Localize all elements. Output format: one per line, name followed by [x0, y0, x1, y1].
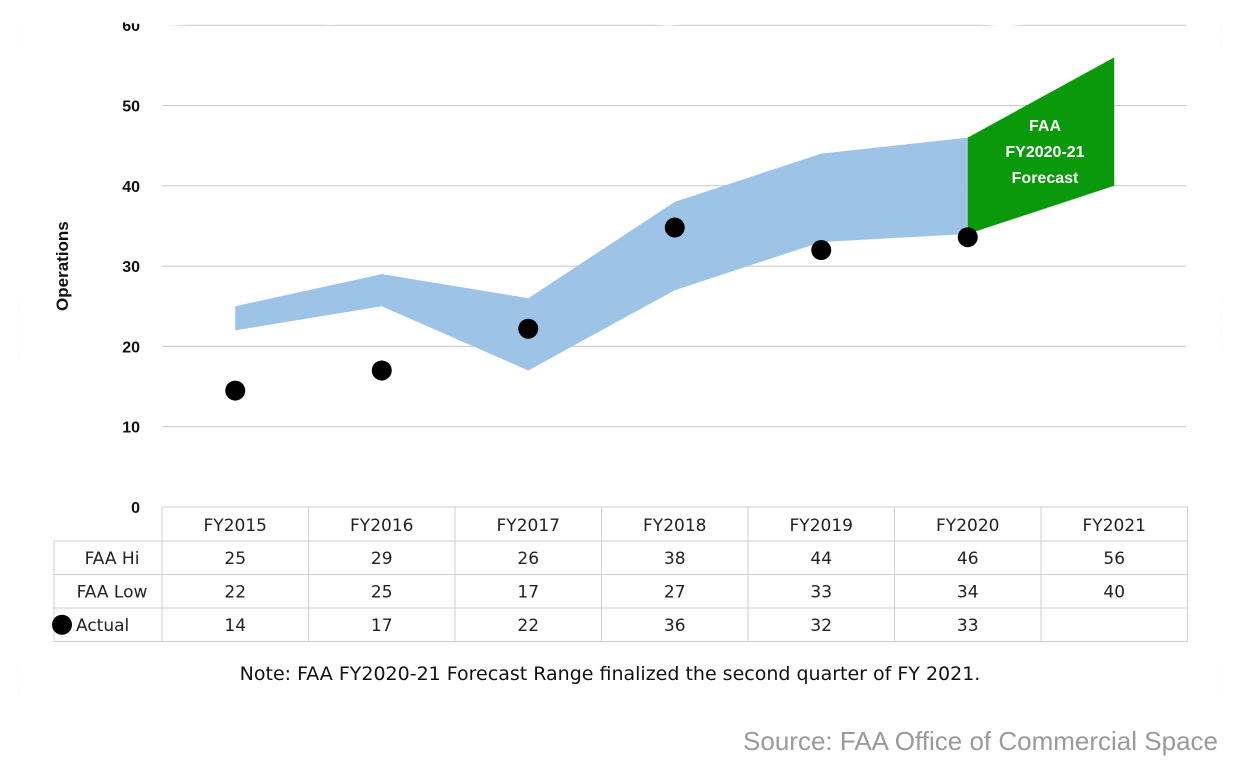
- table-cell: 25: [224, 549, 246, 569]
- table-cell: 40: [1103, 582, 1125, 602]
- actual-point: [811, 240, 832, 261]
- actual-point: [664, 217, 685, 238]
- table-cell: 17: [371, 616, 393, 636]
- actual-point: [225, 380, 246, 401]
- table-cell: 17: [517, 582, 539, 602]
- table-header-cell: FY2020: [936, 516, 999, 536]
- actual-legend-marker: [52, 614, 72, 635]
- table-cell: 34: [957, 582, 979, 602]
- actual-point: [371, 360, 392, 381]
- chart-svg: 0 10 20 30 40 50 60 Operations FAA FY2020-21 Forec…: [52, 18, 1188, 685]
- y-tick-label: 60: [122, 18, 140, 35]
- table-header-cell: FY2017: [497, 516, 560, 536]
- table-cell: 22: [517, 616, 539, 636]
- actual-point: [518, 318, 539, 339]
- y-tick-label: 0: [131, 500, 140, 517]
- table-cell: 22: [224, 582, 246, 602]
- table-cell: 29: [371, 549, 393, 569]
- table-row-label: Actual: [76, 616, 129, 636]
- table-row-label: FAA Low: [77, 582, 148, 602]
- table-cell: 44: [810, 549, 832, 569]
- chart-note: Note: FAA FY2020-21 Forecast Range final…: [240, 663, 981, 685]
- table-header-cell: FY2018: [643, 516, 706, 536]
- table-cell: 26: [517, 549, 539, 569]
- y-tick-label: 40: [122, 179, 140, 196]
- faa-range-band: [235, 137, 968, 371]
- table-header-cell: FY2016: [350, 516, 413, 536]
- table-cell: 46: [957, 549, 979, 569]
- table-cell: 33: [957, 616, 979, 636]
- table-cell: 33: [810, 582, 832, 602]
- table-cell: 14: [224, 616, 246, 636]
- table-header-cell: FY2021: [1083, 516, 1146, 536]
- y-tick-label: 10: [122, 420, 140, 437]
- y-tick-label: 20: [122, 339, 140, 356]
- forecast-band: [967, 57, 1115, 234]
- chart-paper: 0 10 20 30 40 50 60 Operations FAA FY2020-21 Forec…: [18, 18, 1222, 704]
- forecast-label: Forecast: [1012, 170, 1079, 187]
- table-cell: 32: [810, 616, 832, 636]
- table-cell: 36: [664, 616, 686, 636]
- table-cell: 38: [664, 549, 686, 569]
- table-cell: 25: [371, 582, 393, 602]
- table-row-label: FAA Hi: [85, 549, 140, 569]
- forecast-label: FY2020-21: [1005, 144, 1084, 161]
- y-axis-label: Operations: [53, 221, 72, 311]
- table-header-cell: FY2015: [204, 516, 267, 536]
- source-credit: Source: FAA Office of Commercial Space: [743, 726, 1218, 756]
- y-tick-label: 30: [122, 259, 140, 276]
- table-cell: 56: [1103, 549, 1125, 569]
- actual-point: [957, 227, 978, 248]
- table-cell: 27: [664, 582, 686, 602]
- y-tick-label: 50: [122, 99, 140, 116]
- forecast-label: FAA: [1029, 118, 1061, 135]
- table-header-cell: FY2019: [790, 516, 853, 536]
